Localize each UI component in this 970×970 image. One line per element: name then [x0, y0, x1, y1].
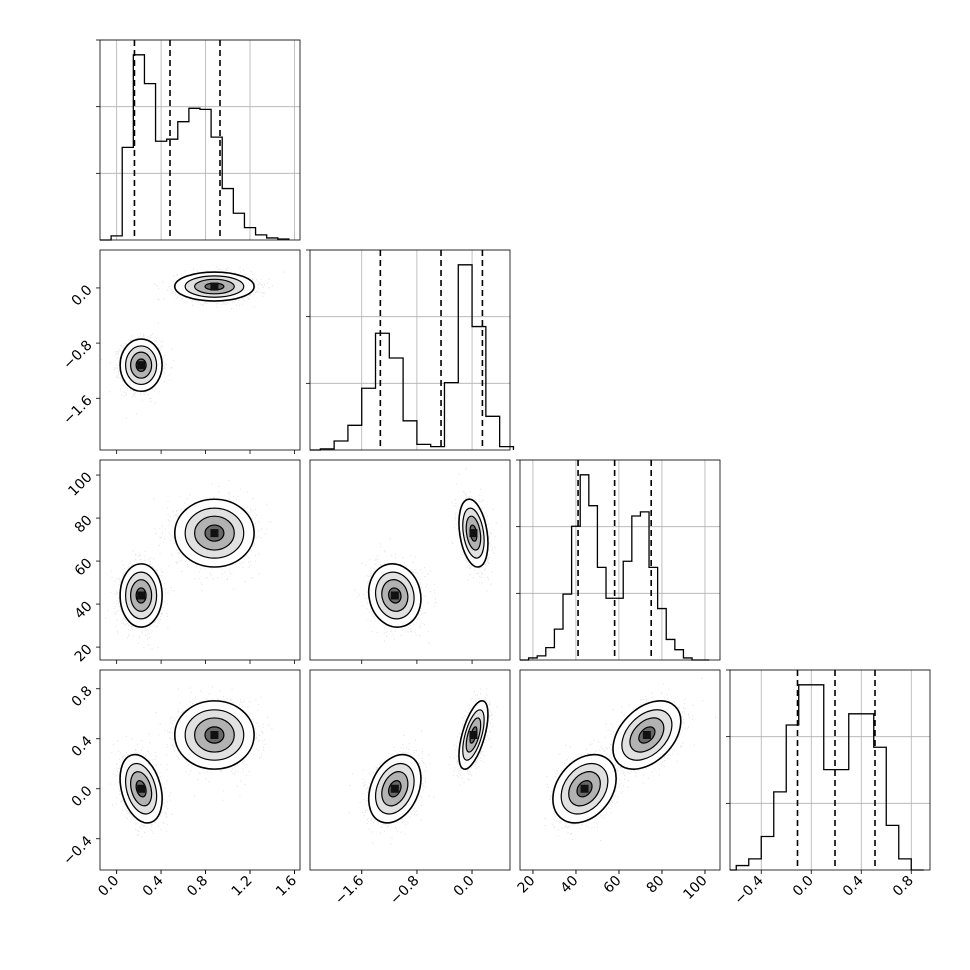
density-core: [210, 731, 219, 739]
panel-3-1: −1.6 −0.8 0.0: [309, 669, 511, 908]
y-tick-label: 0.8: [69, 683, 96, 710]
y-tick-label: −0.8: [60, 337, 95, 372]
density-core: [137, 361, 146, 370]
y-tick-label: 20: [72, 641, 96, 665]
density-layer: [100, 266, 284, 419]
panel-1-0: −1.6 −0.8 0.0: [60, 249, 301, 454]
x-tick-label: 1.6: [273, 873, 300, 900]
scatter-points: [105, 479, 272, 650]
y-tick-label: 0.4: [69, 733, 96, 760]
density-core: [210, 529, 219, 538]
panel-2-2: [516, 459, 721, 661]
density-core: [469, 731, 478, 739]
density-core: [210, 282, 219, 291]
panel-3-2: 20 40 60 80 100: [515, 669, 721, 903]
panel-3-3: −0.4 0.0 0.4 0.8: [726, 669, 931, 908]
density-layer: [348, 688, 498, 845]
histogram-step: [730, 684, 924, 871]
density-core: [390, 784, 399, 793]
panel-frame: [99, 39, 301, 241]
panel-frame: [309, 459, 511, 661]
y-tick-label: −0.4: [60, 833, 95, 868]
y-tick-label: 80: [72, 512, 96, 536]
x-tick-label: 0.8: [184, 873, 211, 900]
y-tick-label: 100: [65, 469, 95, 499]
density-layer: [354, 468, 497, 644]
x-tick-label: −1.6: [332, 873, 367, 908]
x-tick-label: 0.4: [840, 873, 867, 900]
y-tick-label: 0.0: [69, 783, 96, 810]
x-tick-label: 40: [558, 873, 582, 897]
panel-frame: [99, 459, 301, 661]
x-tick-label: 100: [680, 873, 710, 903]
x-tick-label: −0.4: [732, 873, 767, 908]
panel-frame: [309, 669, 511, 871]
density-core: [580, 784, 589, 793]
panel-1-1: [306, 249, 515, 451]
panel-frame: [99, 249, 301, 451]
panel-frame: [519, 459, 721, 661]
panel-frame: [519, 669, 721, 871]
y-tick-label: 40: [72, 598, 96, 622]
x-tick-label: 1.2: [229, 873, 256, 900]
panel-frame: [729, 669, 931, 871]
density-layer: [105, 479, 272, 650]
panel-frame: [99, 669, 301, 871]
histogram-step: [310, 264, 515, 451]
density-core: [469, 529, 478, 538]
density-core: [137, 591, 146, 600]
panel-2-0: 20 40 60 80 100: [65, 459, 301, 665]
x-tick-label: 0.0: [790, 873, 817, 900]
histogram-step: [100, 54, 290, 241]
x-tick-label: 0.4: [140, 873, 167, 900]
y-tick-label: 0.0: [69, 282, 96, 309]
panel-0-0: [96, 39, 301, 241]
y-tick-label: −1.6: [60, 393, 95, 428]
x-tick-label: −0.8: [387, 873, 422, 908]
panel-3-0: −0.40.00.40.80.0 0.4 0.8 1.2 1.6: [60, 669, 301, 900]
x-tick-label: 20: [515, 873, 539, 897]
y-tick-label: 60: [72, 555, 96, 579]
panel-2-1: [309, 459, 511, 664]
panel-frame: [309, 249, 511, 451]
x-tick-label: 0.0: [451, 873, 478, 900]
histogram-step: [520, 474, 710, 661]
density-layer: [109, 686, 273, 838]
x-tick-label: 0.8: [890, 873, 917, 900]
density-core: [137, 784, 146, 793]
x-tick-label: 0.0: [95, 873, 122, 900]
density-layer: [544, 677, 717, 842]
density-core: [390, 591, 399, 600]
x-tick-label: 80: [644, 873, 668, 897]
x-tick-label: 60: [601, 873, 625, 897]
density-core: [642, 731, 651, 739]
